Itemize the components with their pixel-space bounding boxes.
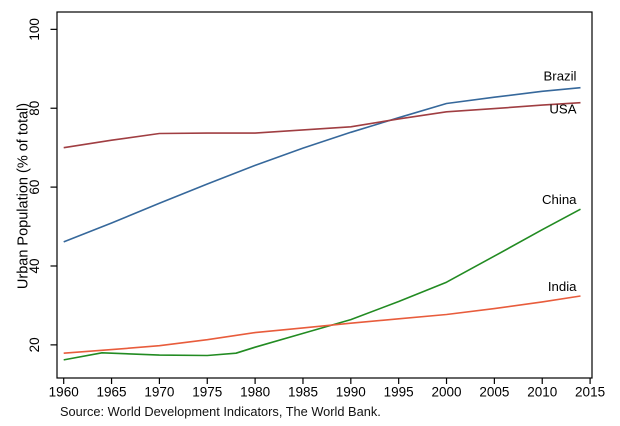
series-end-label-india: India bbox=[548, 279, 577, 294]
series-line-india bbox=[63, 295, 581, 354]
series-end-labels: Brazil USA China India bbox=[542, 69, 577, 294]
series-line-china bbox=[63, 208, 581, 361]
series-line-usa bbox=[63, 101, 581, 149]
x-tick-label: 1960 bbox=[49, 385, 79, 400]
series-end-label-usa: USA bbox=[549, 102, 576, 117]
x-tick-label: 1990 bbox=[336, 385, 366, 400]
y-tick-label: 60 bbox=[27, 180, 42, 195]
y-axis-title: Urban Population (% of total) bbox=[16, 103, 32, 289]
series-lines bbox=[63, 86, 581, 361]
x-tick-label: 2015 bbox=[575, 385, 605, 400]
x-tick-label: 1975 bbox=[192, 385, 222, 400]
x-tick-label: 2010 bbox=[527, 385, 557, 400]
y-tick-label: 40 bbox=[27, 258, 42, 273]
x-tick-label: 2000 bbox=[432, 385, 462, 400]
series-line-brazil bbox=[63, 86, 581, 243]
x-tick-label: 1980 bbox=[240, 385, 270, 400]
y-axis: 20 40 60 80 100 bbox=[27, 18, 57, 352]
plot-frame bbox=[56, 11, 593, 379]
x-tick-label: 1985 bbox=[288, 385, 318, 400]
x-tick-label: 2005 bbox=[479, 385, 509, 400]
source-note: Source: World Development Indicators, Th… bbox=[60, 404, 381, 419]
y-tick-label: 80 bbox=[27, 101, 42, 116]
series-end-label-china: China bbox=[542, 192, 577, 207]
x-tick-label: 1965 bbox=[97, 385, 127, 400]
y-tick-label: 20 bbox=[27, 337, 42, 352]
x-tick-label: 1995 bbox=[384, 385, 414, 400]
x-axis: 1960 1965 1970 1975 1980 1985 1990 1995 2000 2005… bbox=[49, 378, 605, 400]
y-tick-label: 100 bbox=[27, 18, 42, 41]
series-end-label-brazil: Brazil bbox=[544, 69, 577, 84]
x-tick-label: 1970 bbox=[144, 385, 174, 400]
